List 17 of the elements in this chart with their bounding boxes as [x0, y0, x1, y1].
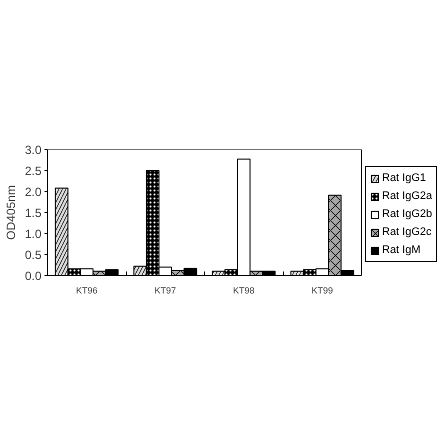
- legend-label: Rat IgG2a: [382, 189, 432, 203]
- legend-label: Rat IgG2c: [382, 225, 432, 239]
- legend-label: Rat IgM: [382, 243, 421, 257]
- y-tick-label: 1.0: [24, 227, 42, 241]
- y-tick-label: 2.0: [24, 185, 42, 199]
- y-tick-label: 0.0: [24, 269, 42, 283]
- y-axis-title: OD405nm: [4, 185, 18, 240]
- x-tick-label: KT98: [232, 286, 255, 296]
- x-tick-label: KT99: [311, 286, 334, 296]
- y-tick-label: 3.0: [24, 143, 42, 157]
- x-tick-label: KT96: [76, 286, 98, 296]
- legend-label: Rat IgG2b: [382, 207, 432, 221]
- legend-label: Rat IgG1: [382, 171, 426, 185]
- y-tick-label: 0.5: [24, 248, 42, 262]
- y-tick-label: 1.5: [24, 206, 42, 220]
- y-tick-label: 2.5: [24, 164, 42, 178]
- x-tick-label: KT97: [154, 286, 176, 296]
